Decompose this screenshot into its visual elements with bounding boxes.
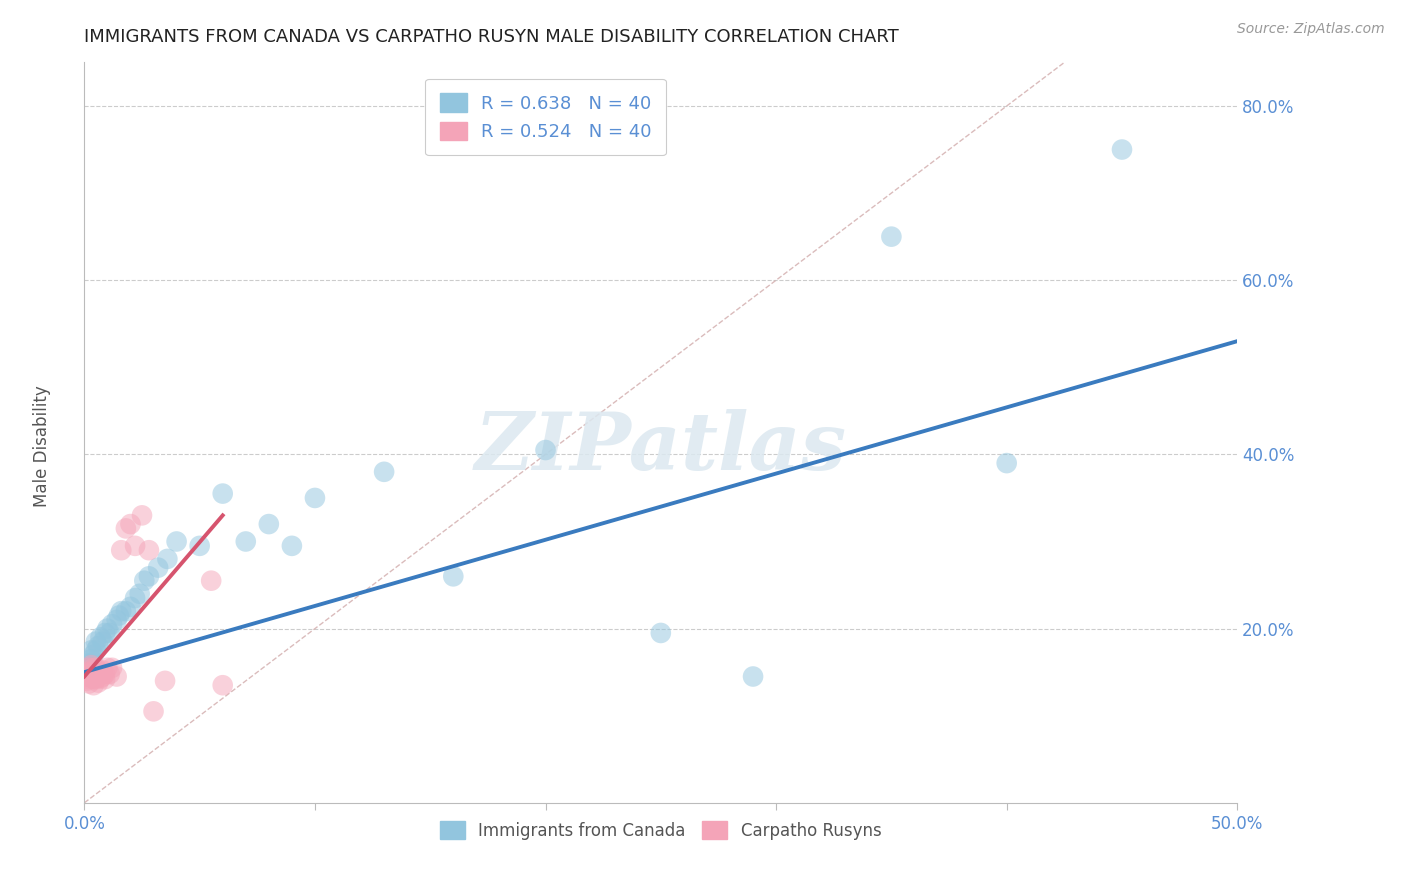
Legend: Immigrants from Canada, Carpatho Rusyns: Immigrants from Canada, Carpatho Rusyns xyxy=(433,814,889,847)
Point xyxy=(211,486,233,500)
Point xyxy=(96,661,118,675)
Point xyxy=(110,604,132,618)
Point xyxy=(650,626,672,640)
Point xyxy=(96,622,118,636)
Point xyxy=(188,539,211,553)
Point xyxy=(742,669,765,683)
Point xyxy=(101,617,124,632)
Point xyxy=(120,599,142,614)
Point xyxy=(84,643,107,657)
Point xyxy=(76,665,98,680)
Point xyxy=(110,543,132,558)
Point xyxy=(77,672,100,686)
Point xyxy=(105,613,128,627)
Point xyxy=(1111,143,1133,157)
Point xyxy=(235,534,257,549)
Text: IMMIGRANTS FROM CANADA VS CARPATHO RUSYN MALE DISABILITY CORRELATION CHART: IMMIGRANTS FROM CANADA VS CARPATHO RUSYN… xyxy=(84,28,898,45)
Point xyxy=(80,665,103,680)
Point xyxy=(211,678,233,692)
Point xyxy=(124,591,146,606)
Point xyxy=(80,658,103,673)
Point xyxy=(83,672,105,686)
Point xyxy=(115,521,138,535)
Point xyxy=(76,661,98,675)
Point xyxy=(166,534,188,549)
Point xyxy=(146,560,169,574)
Point xyxy=(128,587,150,601)
Point xyxy=(124,539,146,553)
Point xyxy=(131,508,153,523)
Point xyxy=(880,229,903,244)
Point xyxy=(94,672,117,686)
Point xyxy=(534,443,557,458)
Point xyxy=(83,678,105,692)
Point xyxy=(84,672,107,686)
Point xyxy=(87,675,110,690)
Point xyxy=(83,648,105,662)
Point xyxy=(83,661,105,675)
Point xyxy=(84,634,107,648)
Point xyxy=(76,673,98,688)
Point xyxy=(142,704,165,718)
Point xyxy=(91,634,114,648)
Point xyxy=(89,671,111,685)
Point xyxy=(257,517,280,532)
Point xyxy=(94,626,117,640)
Text: ZIPatlas: ZIPatlas xyxy=(475,409,846,486)
Point xyxy=(120,517,142,532)
Point xyxy=(83,666,105,681)
Point xyxy=(108,608,131,623)
Point xyxy=(80,643,103,657)
Text: Source: ZipAtlas.com: Source: ZipAtlas.com xyxy=(1237,22,1385,37)
Point xyxy=(134,574,156,588)
Point xyxy=(91,664,114,678)
Text: Male Disability: Male Disability xyxy=(34,385,51,507)
Point xyxy=(77,676,100,690)
Point xyxy=(80,652,103,666)
Point xyxy=(87,669,110,683)
Point xyxy=(87,664,110,678)
Point xyxy=(200,574,222,588)
Point xyxy=(76,669,98,683)
Point xyxy=(373,465,395,479)
Point xyxy=(115,604,138,618)
Point xyxy=(77,666,100,681)
Point xyxy=(156,552,179,566)
Point xyxy=(80,670,103,684)
Point xyxy=(995,456,1018,470)
Point xyxy=(94,666,117,681)
Point xyxy=(84,666,107,681)
Point xyxy=(441,569,464,583)
Point xyxy=(98,626,121,640)
Point xyxy=(304,491,326,505)
Point xyxy=(91,669,114,683)
Point xyxy=(77,657,100,671)
Point xyxy=(138,543,160,558)
Point xyxy=(105,669,128,683)
Point xyxy=(84,661,107,675)
Point xyxy=(87,639,110,653)
Point xyxy=(98,666,121,681)
Point xyxy=(153,673,176,688)
Point xyxy=(89,630,111,644)
Point xyxy=(89,665,111,680)
Point xyxy=(101,661,124,675)
Point xyxy=(138,569,160,583)
Point xyxy=(77,661,100,675)
Point xyxy=(281,539,304,553)
